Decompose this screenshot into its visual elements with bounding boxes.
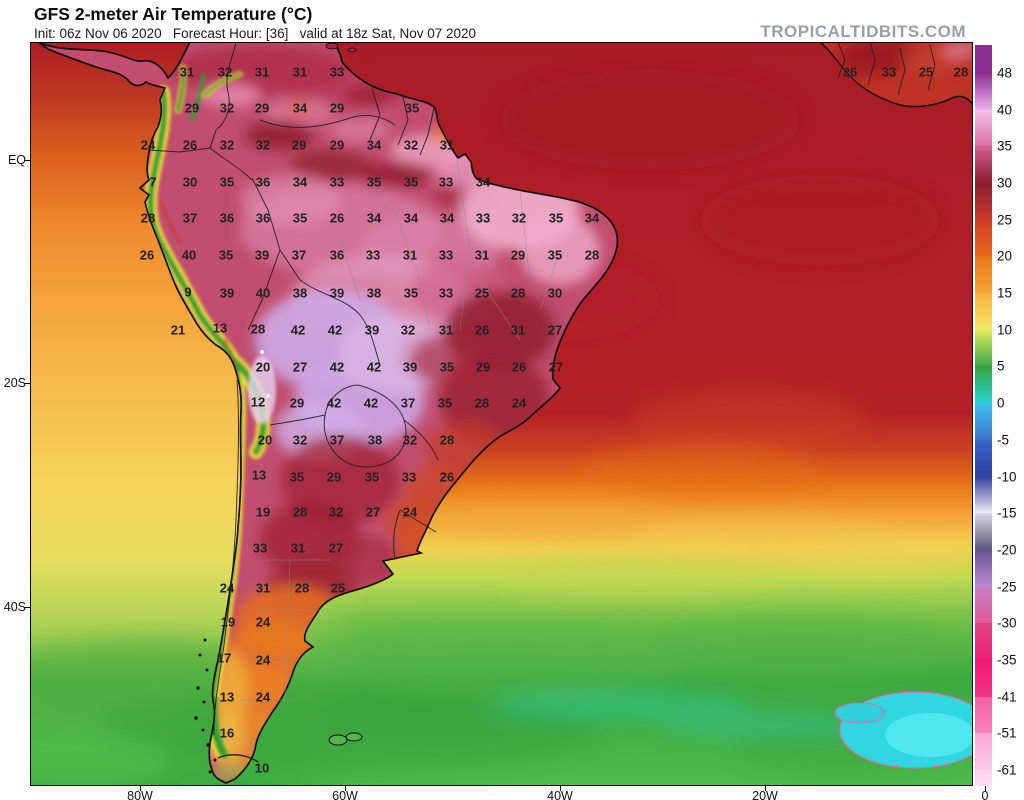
lon-tick-label: 80W [127,789,153,800]
lon-tick-mark [985,786,986,791]
colorbar-segment [975,697,992,733]
colorbar-tick-label: -61 [997,762,1017,778]
colorbar-tick-label: 5 [997,358,1005,374]
colorbar-tick-label: -25 [997,579,1017,595]
colorbar-segment [975,146,992,183]
colorbar-tick-label: 20 [997,248,1013,264]
lon-tick-label: 20W [752,789,778,800]
init-valid-line: Init: 06z Nov 06 2020 Forecast Hour: [36… [34,26,476,41]
colorbar-tick-label: -5 [997,432,1010,448]
africa-landmass [819,43,972,108]
colorbar-tick-label: -30 [997,615,1017,631]
site-logo: TROPICALTIDBITS.COM [760,22,966,41]
page-title: GFS 2-meter Air Temperature (°C) [34,4,313,24]
south-america-landmass [37,43,619,784]
colorbar-tick-label: 35 [997,138,1013,154]
lon-tick-label: 0 [981,789,989,800]
colorbar-segment [975,733,992,770]
colorbar-tick-label: -51 [997,725,1017,741]
colorbar-segment [975,45,992,73]
colorbar-tick-label: -10 [997,469,1017,485]
colorbar-tick-label: 25 [997,212,1013,228]
country-borders [147,43,439,763]
colorbar-tick-label: 15 [997,285,1013,301]
falkland-islands [328,732,363,746]
lon-tick-label: 40W [547,789,573,800]
lon-tick-mark [560,786,561,791]
caribbean-islands [325,43,357,53]
colorbar-tick-label: -15 [997,505,1017,521]
colorbar-tick-label: 40 [997,102,1013,118]
lon-tick-mark [140,786,141,791]
chilean-fjords [194,638,217,774]
colorbar-segment [975,183,992,220]
lon-tick-label: 60W [332,789,358,800]
colorbar-tick-label: -41 [997,689,1017,705]
colorbar-tick-label: 30 [997,175,1013,191]
colorbar-segment [975,770,992,786]
colorbar-tick-label: -35 [997,652,1017,668]
state-borders [240,159,561,701]
lat-tick-label: EQ [7,153,26,167]
colorbar-segment [975,110,992,146]
colorbar-segment [975,587,992,623]
temperature-map [30,42,973,786]
colorbar-segment [975,366,992,403]
colorbar-tick-label: 0 [997,395,1005,411]
lon-tick-mark [765,786,766,791]
colorbar-tick-label: 10 [997,322,1013,338]
lat-tick-label: 40S [3,600,26,614]
colorbar-segment [975,440,992,477]
colorbar-segment [975,293,992,330]
sea-ice-cyan-patch [834,691,972,769]
colorbar-tick-label: 48 [997,65,1013,81]
colorbar-tick-label: -20 [997,542,1017,558]
colorbar-segment [975,73,992,110]
colorbar-segment [975,477,992,513]
colorbar-segment [975,220,992,256]
map-graphic [31,43,972,785]
colorbar-segment [975,256,992,293]
colorbar-segment [975,623,992,660]
colorbar-segment [975,403,992,440]
colorbar-segment [975,550,992,587]
lat-tick-label: 20S [3,376,26,390]
colorbar-segment [975,330,992,366]
altiplano [248,350,276,424]
colorbar-segment [975,513,992,550]
lon-tick-mark [345,786,346,791]
colorbar-segment [975,660,992,697]
